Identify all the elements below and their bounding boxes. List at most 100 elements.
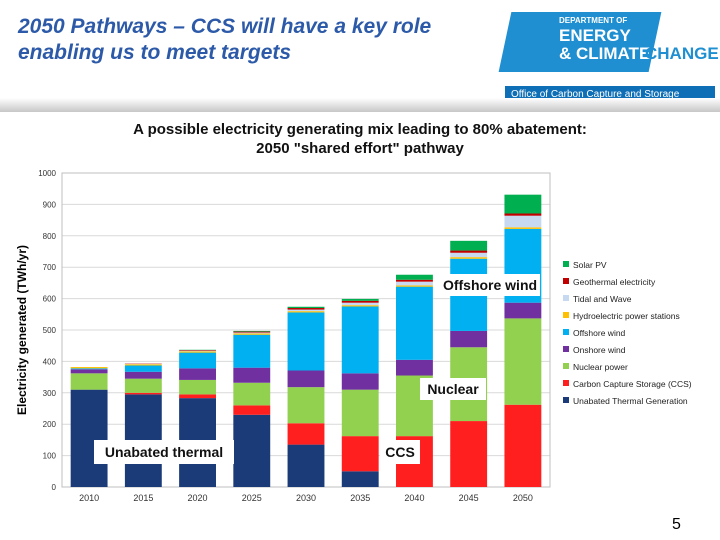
y-tick-label: 300	[43, 389, 57, 398]
x-tick-label: 2010	[79, 493, 99, 503]
chart-title-line2: 2050 "shared effort" pathway	[256, 140, 464, 157]
annotation-label: Unabated thermal	[105, 444, 223, 460]
bar-segment	[396, 359, 433, 376]
annotations: Offshore wind Nuclear Unabated thermal CCS	[94, 274, 540, 464]
bar-segment	[179, 350, 216, 351]
y-axis: 0 100 200 300 400 500 600 700 800 900 1000	[38, 169, 56, 492]
bar-segment	[233, 334, 271, 368]
bar-segment	[450, 421, 488, 487]
annotation-label: CCS	[385, 444, 415, 460]
x-tick-label: 2035	[350, 493, 370, 503]
bar-segment	[396, 286, 433, 360]
legend: Solar PV Geothermal electricity Tidal and …	[563, 260, 692, 406]
bar-segment	[287, 312, 325, 371]
y-tick-label: 100	[43, 452, 57, 461]
bar-segment	[124, 378, 162, 393]
legend-swatch	[563, 329, 569, 335]
bar-segment	[396, 285, 433, 287]
legend-swatch	[563, 397, 569, 403]
x-tick-label: 2015	[133, 493, 153, 503]
bar-segment	[287, 311, 325, 313]
bar-segment	[341, 305, 379, 307]
logo-dept-text: DEPARTMENT OF	[559, 16, 628, 25]
y-tick-label: 1000	[38, 169, 56, 178]
legend-label: Offshore wind	[573, 328, 626, 338]
bar-segment	[341, 373, 379, 390]
bar-segment	[287, 423, 325, 445]
legend-swatch	[563, 312, 569, 318]
bar-segment	[233, 333, 271, 335]
logo-change-text: CHANGE	[645, 44, 719, 63]
x-tick-label: 2025	[242, 493, 262, 503]
bar-segment	[233, 330, 271, 332]
bar-segment	[179, 350, 216, 352]
bar-segment	[124, 365, 162, 372]
bar-segment	[233, 331, 271, 333]
y-tick-label: 0	[52, 483, 57, 492]
annotation-box	[380, 440, 420, 464]
bar-segment	[179, 379, 216, 395]
chart-title: A possible electricity generating mix le…	[60, 120, 660, 158]
annotation-box	[94, 440, 234, 464]
bar-segment	[70, 367, 108, 369]
y-tick-label: 400	[43, 357, 57, 366]
legend-label: Solar PV	[573, 260, 607, 270]
bar-segment	[450, 250, 488, 253]
logo-climate-text: & CLIMATE	[559, 44, 651, 63]
bar-segment	[396, 274, 433, 280]
bar-segment	[70, 373, 108, 390]
y-tick-label: 700	[43, 263, 57, 272]
legend-swatch	[563, 295, 569, 301]
annotation-label: Offshore wind	[443, 277, 537, 293]
bar-segment	[179, 351, 216, 353]
bar-segment	[504, 194, 542, 214]
logo-energy-text: ENERGY	[559, 26, 631, 45]
legend-label: Tidal and Wave	[573, 294, 632, 304]
bar-segment	[504, 215, 542, 228]
bar-segment	[70, 369, 108, 374]
bar-segment	[396, 281, 433, 286]
bar-segment	[233, 414, 271, 487]
bar-segment	[233, 332, 271, 334]
slide-title: 2050 Pathways – CCS will have a key role…	[18, 15, 432, 64]
bar-segment	[504, 213, 542, 216]
bar-segment	[504, 227, 542, 229]
legend-swatch	[563, 346, 569, 352]
bar-segment	[341, 302, 379, 306]
bar-segment	[341, 389, 379, 437]
x-axis: 2010 2015 2020 2025 2030 2035 2040 2045 2050	[79, 493, 533, 503]
bar-segment	[341, 300, 379, 303]
legend-label: Hydroelectric power stations	[573, 311, 680, 321]
legend-swatch	[563, 278, 569, 284]
bar-segment	[450, 257, 488, 259]
annotation-box	[440, 274, 540, 296]
y-axis-label: Electricity generated (TWh/yr)	[15, 245, 29, 415]
bar-segment	[341, 298, 379, 301]
bar-segment	[70, 389, 108, 487]
bar-segment	[341, 436, 379, 472]
bar-segment	[287, 308, 325, 310]
bar-segment	[124, 392, 162, 395]
bar-segment	[450, 252, 488, 258]
x-tick-label: 2040	[404, 493, 424, 503]
bar-segment	[504, 318, 542, 405]
legend-label: Nuclear power	[573, 362, 628, 372]
bar-segment	[450, 330, 488, 348]
page-number: 5	[672, 516, 681, 533]
legend-label: Geothermal electricity	[573, 277, 656, 287]
legend-label: Carbon Capture Storage (CCS)	[573, 379, 692, 389]
bar-segment	[341, 306, 379, 374]
bar-segment	[396, 279, 433, 282]
bar-segment	[179, 394, 216, 399]
header-divider	[0, 98, 720, 112]
legend-label: Unabated Thermal Generation	[573, 396, 688, 406]
logo-office-text: Office of Carbon Capture and Storage	[511, 89, 680, 100]
y-tick-label: 800	[43, 232, 57, 241]
bar-segment	[450, 240, 488, 251]
bar-segment	[287, 444, 325, 487]
bar-segment	[504, 404, 542, 487]
legend-label: Onshore wind	[573, 345, 626, 355]
bar-segment	[341, 471, 379, 487]
y-tick-label: 600	[43, 295, 57, 304]
